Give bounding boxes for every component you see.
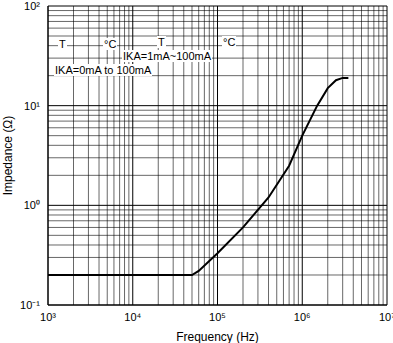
svg-text:10⁻¹: 10⁻¹ bbox=[20, 299, 40, 311]
svg-text:Frequency (Hz): Frequency (Hz) bbox=[176, 330, 259, 343]
svg-text:10⁴: 10⁴ bbox=[124, 311, 141, 323]
svg-text:Impedance (Ω): Impedance (Ω) bbox=[8, 116, 15, 196]
svg-text:10⁷: 10⁷ bbox=[379, 311, 385, 323]
html-text:°C: °C bbox=[223, 36, 236, 48]
svg-text:10⁶: 10⁶ bbox=[294, 311, 311, 323]
html-text:T: T bbox=[59, 38, 66, 50]
svg-text:10³: 10³ bbox=[40, 311, 56, 323]
html-text:T: T bbox=[158, 36, 165, 48]
svg-text:10⁰: 10⁰ bbox=[24, 199, 40, 211]
html-text:IKA=0mA to 100mA: IKA=0mA to 100mA bbox=[55, 64, 152, 76]
svg-text:10⁵: 10⁵ bbox=[209, 311, 226, 323]
html-text:°C: °C bbox=[104, 38, 117, 50]
svg-text:10¹: 10¹ bbox=[24, 100, 40, 112]
html-text:IKA=1mA~100mA: IKA=1mA~100mA bbox=[123, 50, 212, 62]
svg-text:10²: 10² bbox=[24, 0, 40, 12]
